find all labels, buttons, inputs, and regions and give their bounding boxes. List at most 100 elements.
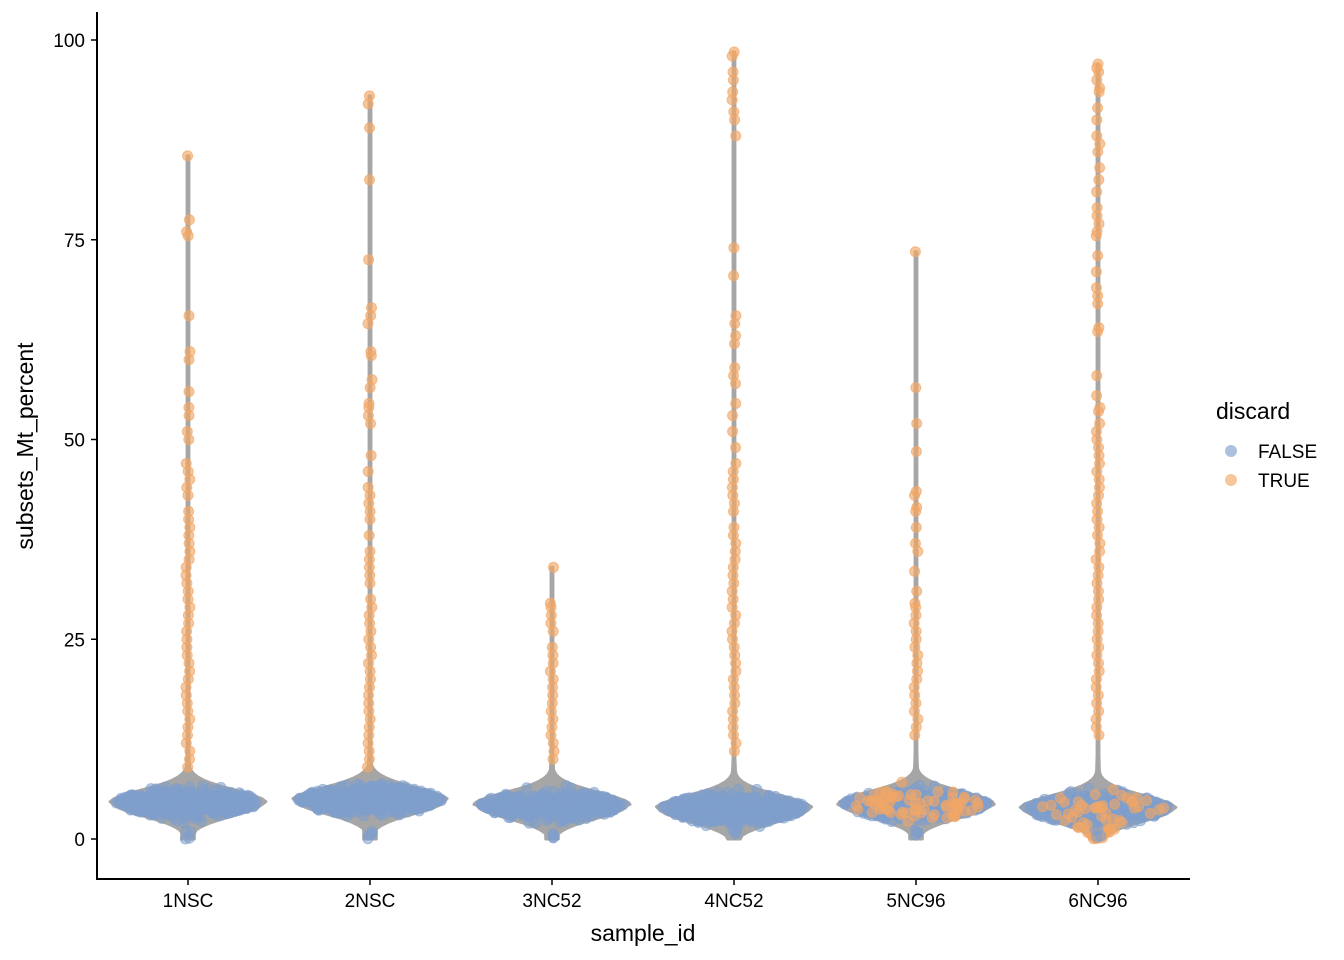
point-false — [495, 805, 507, 817]
point-true — [364, 174, 375, 186]
point-false — [591, 791, 603, 803]
point-false — [530, 817, 542, 829]
point-true — [362, 466, 374, 477]
x-tick-label: 6NC96 — [1068, 891, 1127, 912]
point-true — [911, 418, 923, 429]
point-true — [869, 794, 881, 806]
legend-key-false — [1225, 445, 1237, 457]
point-true — [183, 386, 195, 398]
point-true — [1050, 809, 1062, 821]
point-true — [1091, 370, 1103, 382]
point-false — [739, 805, 751, 817]
point-false — [400, 781, 412, 793]
point-false — [659, 800, 670, 812]
point-true — [922, 795, 934, 807]
point-true — [1091, 114, 1103, 126]
point-true — [729, 318, 741, 330]
point-false — [172, 798, 184, 810]
point-true — [728, 745, 740, 757]
point-false — [574, 788, 586, 800]
x-tick-label: 2NSC — [345, 891, 396, 912]
point-false — [171, 815, 183, 827]
point-false — [419, 788, 431, 800]
point-false — [130, 804, 142, 816]
point-true — [727, 426, 739, 437]
point-true — [1090, 266, 1102, 278]
point-true — [911, 585, 923, 597]
point-false — [520, 795, 532, 807]
point-true — [941, 812, 953, 824]
point-true — [1090, 802, 1102, 814]
point-true — [1153, 804, 1165, 816]
point-false — [410, 801, 422, 813]
legend-label-true: TRUE — [1258, 471, 1310, 492]
y-tick-label: 75 — [64, 231, 85, 252]
axes — [96, 12, 1190, 880]
point-true — [1092, 326, 1104, 338]
point-true — [866, 807, 878, 818]
point-true — [910, 521, 922, 533]
x-tick-label: 1NSC — [163, 891, 214, 912]
point-false — [219, 803, 231, 815]
point-true — [912, 545, 924, 557]
point-true — [726, 94, 738, 106]
point-true — [1094, 162, 1106, 174]
point-true — [547, 625, 559, 637]
point-true — [364, 122, 376, 134]
y-tick-label: 50 — [64, 431, 85, 452]
point-true — [547, 753, 559, 765]
point-true — [183, 434, 195, 445]
point-true — [1089, 789, 1101, 800]
point-true — [1058, 796, 1070, 808]
point-false — [341, 810, 353, 822]
x-tick-label: 4NC52 — [704, 891, 763, 912]
point-false — [302, 795, 314, 807]
y-tick-label: 25 — [64, 630, 85, 651]
point-true — [1091, 186, 1103, 198]
point-true — [728, 270, 740, 282]
y-axis-title: subsets_Mt_percent — [12, 342, 38, 550]
point-false — [517, 809, 529, 821]
point-true — [1093, 86, 1105, 98]
point-false — [247, 801, 259, 813]
y-ticks: 0 25 50 75 100 — [53, 31, 97, 851]
point-true — [728, 505, 739, 517]
point-true — [183, 410, 195, 421]
point-true — [362, 98, 374, 110]
point-false — [745, 798, 757, 810]
point-false — [391, 802, 403, 814]
point-false — [497, 796, 508, 808]
x-ticks: 1NSC 2NSC 3NC52 4NC52 5NC96 6NC96 — [163, 879, 1128, 912]
point-false — [782, 799, 794, 811]
point-true — [896, 776, 908, 788]
legend-label-false: FALSE — [1258, 442, 1317, 463]
point-true — [362, 318, 374, 330]
point-false — [521, 782, 533, 794]
point-true — [365, 450, 377, 461]
point-true — [915, 807, 927, 819]
point-true — [896, 806, 908, 818]
point-true — [728, 242, 740, 254]
point-true — [363, 529, 375, 541]
point-false — [748, 813, 760, 825]
point-false — [190, 792, 202, 804]
point-true — [727, 74, 739, 86]
point-false — [794, 805, 806, 817]
point-true — [364, 382, 376, 394]
point-true — [1127, 795, 1138, 807]
point-false — [772, 808, 784, 820]
point-true — [910, 798, 921, 810]
point-true — [890, 791, 902, 803]
point-true — [1141, 795, 1153, 806]
point-true — [182, 489, 194, 501]
point-false — [117, 793, 129, 805]
point-true — [1092, 250, 1104, 262]
point-false — [381, 803, 393, 815]
point-true — [364, 513, 376, 525]
point-false — [177, 788, 189, 800]
point-true — [910, 446, 922, 457]
point-false — [349, 798, 361, 810]
point-false — [547, 827, 559, 839]
point-true — [1072, 806, 1084, 818]
point-true — [932, 786, 944, 798]
